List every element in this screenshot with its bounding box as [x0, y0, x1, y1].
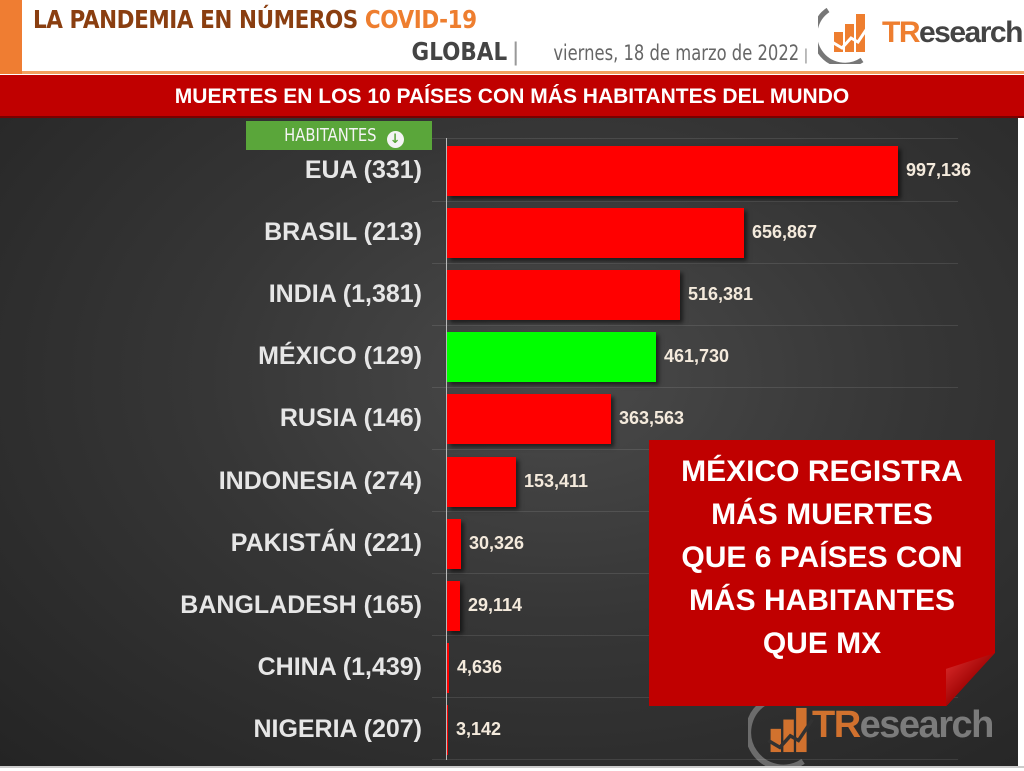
bar-row: CHINA (1,439) 4,636 — [0, 636, 1018, 698]
bar-row: MÉXICO (129) 461,730 — [0, 325, 1018, 387]
value-label: 30,326 — [469, 532, 525, 553]
gridline — [432, 759, 958, 760]
panel-frame — [1018, 118, 1024, 768]
gridline — [432, 387, 958, 388]
logo-wordmark: TResearch — [812, 703, 994, 746]
bar-row: RUSIA (146) 363,563 — [0, 387, 1018, 449]
bar-row: EUA (331) 997,136 — [0, 139, 1018, 201]
category-label: CHINA (1,439) — [257, 652, 422, 681]
gridline — [432, 138, 958, 139]
value-label: 656,867 — [752, 222, 818, 243]
callout-note — [649, 440, 995, 706]
callout-line: MÁS MUERTES — [711, 498, 933, 531]
date-label: viernes, 18 de marzo de 2022 — [553, 41, 800, 65]
value-label: 461,730 — [664, 346, 730, 367]
category-label: BRASIL (213) — [264, 218, 422, 247]
callout-line: MÉXICO REGISTRA — [681, 455, 963, 488]
category-label: PAKISTÁN (221) — [230, 528, 422, 557]
orange-accent-strip — [0, 0, 22, 74]
info-down-arrow-icon: ↓ — [386, 131, 404, 148]
bar-row: INDONESIA (274) 153,411 — [0, 450, 1018, 512]
value-label: 516,381 — [688, 284, 754, 305]
value-label: 29,114 — [468, 594, 523, 615]
slide-subtitle: GLOBAL | viernes, 18 de marzo de 2022 | — [0, 37, 808, 66]
category-label: BANGLADESH (165) — [180, 590, 422, 619]
category-label: NIGERIA (207) — [253, 714, 422, 743]
y-axis-line — [446, 138, 447, 760]
bar — [447, 394, 611, 445]
scope-label: GLOBAL — [411, 37, 508, 66]
category-label: INDIA (1,381) — [268, 280, 422, 309]
chart-title-bar: MUERTES EN LOS 10 PAÍSES CON MÁS HABITAN… — [0, 75, 1024, 118]
bar-row: INDIA (1,381) 516,381 — [0, 263, 1018, 325]
bar — [447, 642, 449, 693]
bar-row: BANGLADESH (165) 29,114 — [0, 574, 1018, 636]
title-main: LA PANDEMIA EN NÚMEROS — [33, 5, 358, 34]
bar — [447, 270, 680, 321]
slide-title: LA PANDEMIA EN NÚMEROS COVID-19 — [33, 5, 477, 34]
gridline — [432, 325, 958, 326]
date-end-separator: | — [803, 47, 808, 64]
value-label: 363,563 — [619, 408, 685, 429]
bar-chart-trend-logo-icon — [812, 2, 880, 68]
callout-line: MÁS HABITANTES — [688, 584, 956, 617]
category-label: INDONESIA (274) — [218, 466, 422, 495]
title-accent: COVID-19 — [364, 5, 477, 34]
tresearch-logo: TResearch — [812, 2, 1023, 68]
bar — [447, 146, 898, 196]
category-label: MÉXICO (129) — [258, 342, 422, 371]
header-divider — [22, 71, 1024, 74]
value-label: 997,136 — [906, 160, 972, 180]
callout-text: MÉXICO REGISTRA MÁS MUERTES QUE 6 PAÍSES… — [649, 450, 995, 665]
bar-highlight — [447, 332, 656, 383]
bar-row: BRASIL (213) 656,867 — [0, 201, 1018, 263]
bar-row: NIGERIA (207) 3,142 — [0, 698, 1018, 760]
callout-line: QUE MX — [762, 627, 882, 660]
panel-frame — [0, 766, 1024, 768]
category-label: RUSIA (146) — [279, 404, 422, 433]
habitantes-label: HABITANTES — [284, 125, 377, 146]
callout-line: QUE 6 PAÍSES CON — [681, 541, 963, 574]
bar — [447, 704, 448, 755]
gridline — [432, 263, 958, 264]
value-label: 153,411 — [524, 470, 589, 491]
bar-row: PAKISTÁN (221) 30,326 — [0, 512, 1018, 574]
value-label: 3,142 — [456, 718, 502, 739]
bar — [447, 580, 460, 631]
subtitle-separator: | — [511, 38, 520, 66]
value-label: 4,636 — [457, 656, 503, 677]
logo-wordmark: TResearch — [882, 16, 1023, 49]
habitantes-tag: HABITANTES ↓ — [246, 121, 432, 150]
category-label: EUA (331) — [304, 156, 422, 184]
bar — [447, 518, 461, 569]
bar — [447, 456, 516, 507]
bar — [447, 208, 744, 259]
gridline — [432, 201, 958, 202]
